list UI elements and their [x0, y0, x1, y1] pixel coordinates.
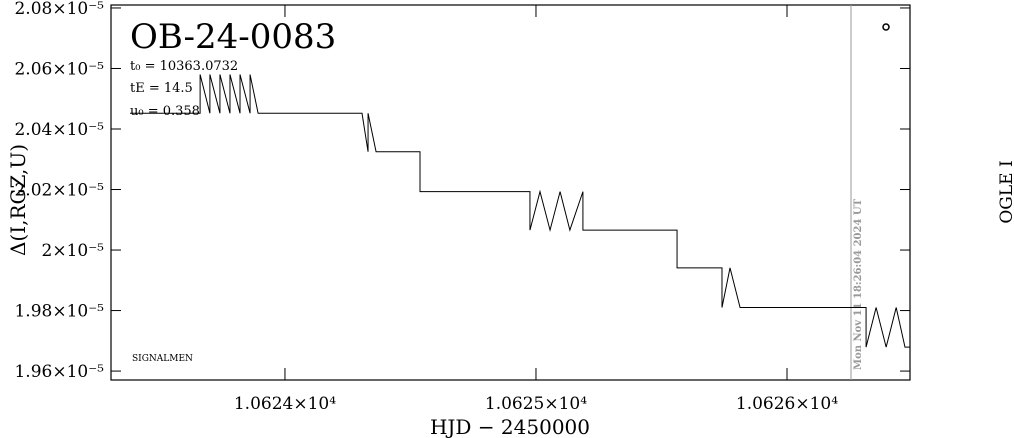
y-tick-label: 2.04×10⁻⁵: [14, 120, 104, 140]
parameter: u₀ = 0.358: [130, 104, 200, 119]
y-tick-label: 2.06×10⁻⁵: [14, 59, 104, 79]
y-axis-label: Δ(I,RGZ,U): [6, 144, 30, 256]
plot-frame: [110, 4, 911, 381]
y-tick-label: 1.98×10⁻⁵: [14, 302, 104, 322]
y-tick-label: 2×10⁻⁵: [42, 241, 105, 261]
note: SIGNALMEN: [132, 354, 193, 364]
y-tick-label: 2.02×10⁻⁵: [14, 181, 104, 201]
x-tick-label: 1.0624×10⁴: [234, 394, 336, 414]
side-label: OGLE I: [997, 160, 1014, 223]
parameter: t₀ = 10363.0732: [130, 59, 238, 74]
x-tick-label: 1.0626×10⁴: [736, 394, 838, 414]
now-label: Mon Nov 11 18:26:04 2024 UT: [853, 198, 864, 370]
x-axis-label: HJD − 2450000: [430, 415, 590, 438]
x-tick-label: 1.0625×10⁴: [485, 394, 587, 414]
chart-title: OB-24-0083: [130, 17, 336, 57]
data-line: [130, 74, 910, 348]
parameter: tE = 14.5: [130, 81, 193, 96]
y-tick-label: 2.08×10⁻⁵: [14, 0, 104, 19]
symbol: [882, 23, 890, 31]
y-tick-label: 1.96×10⁻⁵: [14, 362, 104, 382]
